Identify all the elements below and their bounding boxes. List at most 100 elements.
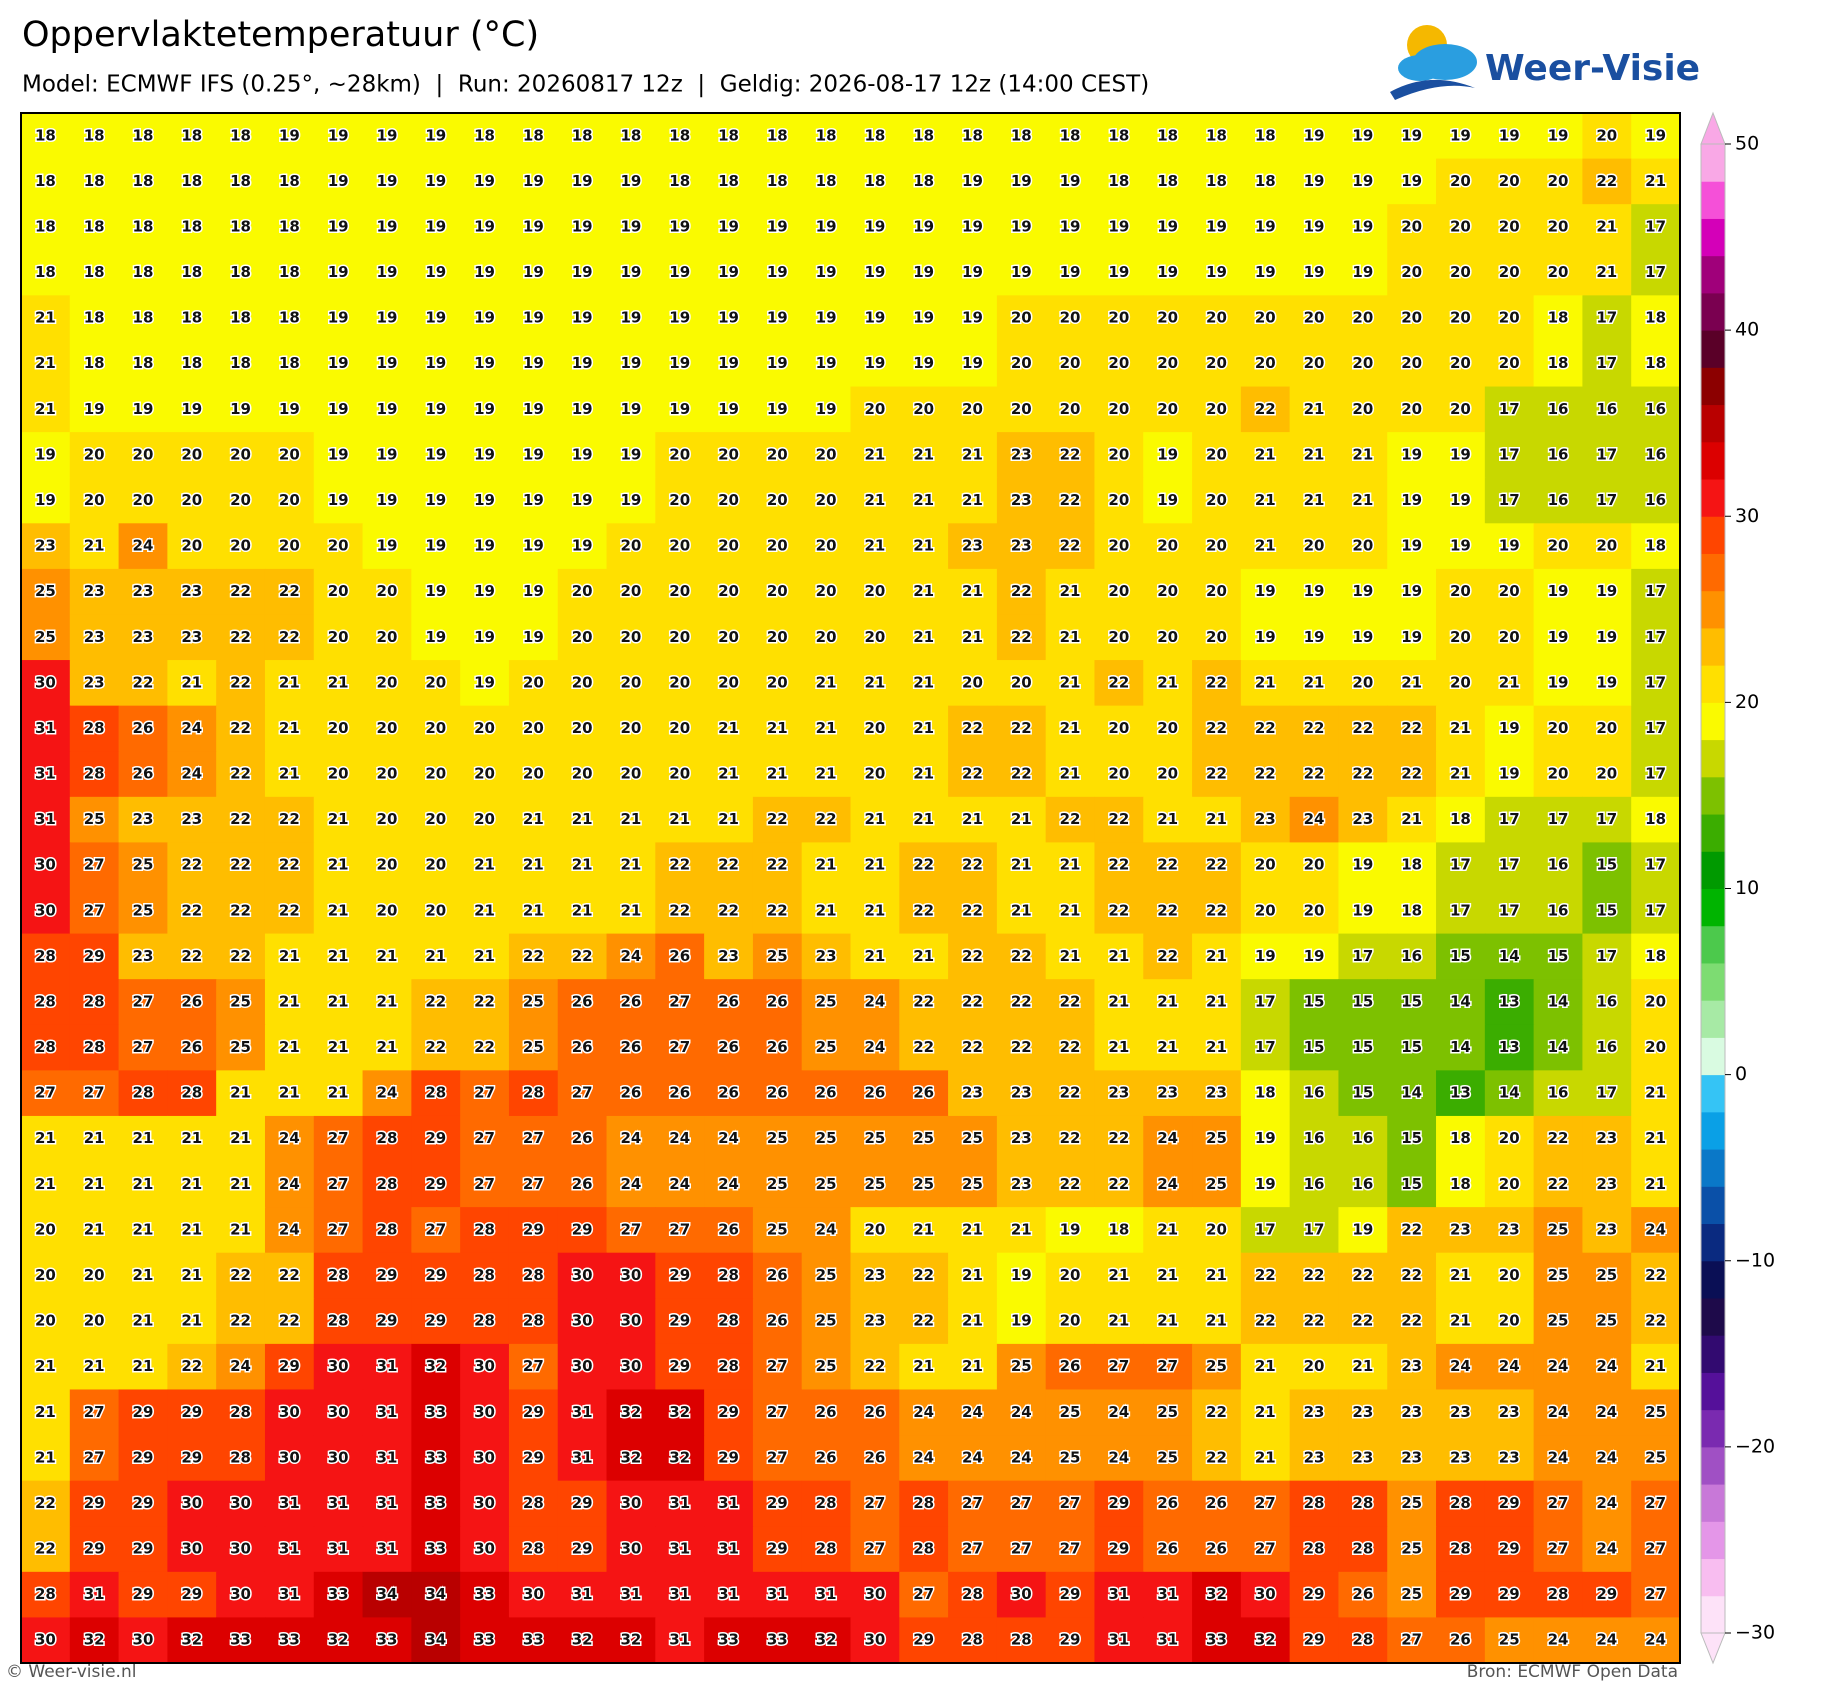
temperature-cell	[801, 1617, 852, 1664]
temperature-label: 25	[1401, 1540, 1422, 1558]
temperature-cell	[850, 432, 900, 479]
temperature-cell	[313, 1024, 364, 1071]
temperature-cell	[850, 249, 900, 296]
temperature-cell	[1582, 705, 1632, 752]
temperature-label: 21	[816, 673, 837, 691]
colorbar-segment	[1701, 888, 1725, 927]
temperature-cell	[1484, 568, 1535, 616]
temperature-label: 19	[425, 354, 446, 372]
temperature-label: 19	[328, 217, 349, 235]
temperature-label: 25	[35, 582, 56, 600]
temperature-label: 19	[1304, 172, 1325, 190]
temperature-label: 22	[230, 628, 251, 646]
temperature-label: 20	[669, 445, 690, 463]
temperature-cell	[1533, 249, 1584, 296]
temperature-label: 15	[1401, 992, 1422, 1010]
temperature-cell	[216, 796, 266, 844]
temperature-cell	[655, 295, 705, 342]
temperature-cell	[655, 796, 705, 844]
temperature-label: 19	[377, 491, 398, 509]
temperature-cell	[752, 1161, 803, 1208]
temperature-cell	[1631, 1207, 1681, 1254]
temperature-cell	[508, 1435, 559, 1482]
temperature-cell	[1484, 888, 1535, 935]
temperature-label: 30	[620, 1312, 641, 1330]
temperature-label: 19	[1011, 217, 1032, 235]
temperature-cell	[411, 979, 461, 1026]
temperature-label: 20	[1450, 309, 1471, 327]
temperature-label: 22	[1206, 765, 1227, 783]
temperature-cell	[1582, 751, 1632, 798]
temperature-label: 20	[816, 445, 837, 463]
temperature-label: 33	[523, 1631, 544, 1649]
temperature-cell	[216, 1252, 266, 1299]
temperature-label: 28	[328, 1312, 349, 1330]
temperature-cell	[655, 842, 705, 889]
temperature-cell	[21, 1252, 71, 1299]
temperature-cell	[1289, 705, 1340, 752]
temperature-cell	[557, 660, 608, 707]
temperature-cell	[899, 568, 949, 616]
temperature-label: 20	[1450, 628, 1471, 646]
temperature-label: 27	[1157, 1357, 1178, 1375]
temperature-label: 20	[1499, 1175, 1520, 1193]
temperature-cell	[801, 568, 852, 616]
temperature-cell	[850, 1024, 900, 1071]
temperature-label: 16	[1645, 400, 1666, 418]
temperature-label: 23	[1108, 1084, 1129, 1102]
temperature-label: 21	[230, 1129, 251, 1147]
temperature-cell	[1436, 1252, 1486, 1299]
temperature-label: 19	[523, 400, 544, 418]
temperature-cell	[1436, 1571, 1486, 1619]
temperature-cell	[313, 1161, 364, 1208]
temperature-cell	[1289, 979, 1340, 1026]
temperature-label: 18	[572, 126, 593, 144]
temperature-cell	[118, 204, 168, 251]
temperature-cell	[313, 1070, 364, 1117]
temperature-label: 25	[1060, 1448, 1081, 1466]
temperature-label: 22	[1596, 172, 1617, 190]
temperature-label: 20	[1499, 628, 1520, 646]
temperature-label: 21	[1499, 673, 1520, 691]
temperature-cell	[508, 523, 559, 570]
temperature-label: 26	[572, 992, 593, 1010]
temperature-cell	[216, 432, 266, 479]
temperature-cell	[1387, 340, 1437, 388]
temperature-cell	[1533, 204, 1584, 251]
temperature-label: 14	[1401, 1084, 1422, 1102]
temperature-cell	[1631, 1343, 1681, 1391]
temperature-cell	[899, 158, 949, 205]
temperature-cell	[508, 614, 559, 661]
temperature-label: 20	[377, 582, 398, 600]
temperature-cell	[21, 113, 71, 160]
temperature-label: 18	[718, 126, 739, 144]
temperature-label: 19	[572, 354, 593, 372]
temperature-label: 20	[572, 628, 593, 646]
temperature-cell	[1631, 1024, 1681, 1071]
temperature-label: 21	[84, 1129, 105, 1147]
temperature-label: 22	[718, 856, 739, 874]
temperature-label: 18	[35, 172, 56, 190]
temperature-label: 19	[1401, 582, 1422, 600]
temperature-label: 26	[767, 1038, 788, 1056]
temperature-cell	[460, 1207, 510, 1254]
temperature-label: 20	[1499, 354, 1520, 372]
temperature-label: 25	[913, 1129, 934, 1147]
temperature-cell	[606, 1526, 656, 1573]
temperature-label: 24	[181, 719, 202, 737]
temperature-label: 32	[328, 1631, 349, 1649]
temperature-label: 18	[181, 126, 202, 144]
temperature-cell	[1143, 1298, 1193, 1345]
temperature-cell	[996, 523, 1047, 570]
temperature-cell	[557, 888, 608, 935]
temperature-cell	[1045, 1298, 1096, 1345]
temperature-label: 21	[718, 810, 739, 828]
temperature-cell	[460, 614, 510, 661]
temperature-label: 23	[1011, 1175, 1032, 1193]
temperature-label: 22	[1060, 810, 1081, 828]
temperature-label: 20	[962, 673, 983, 691]
temperature-cell	[752, 158, 803, 205]
temperature-label: 25	[864, 1129, 885, 1147]
temperature-label: 26	[767, 1312, 788, 1330]
temperature-cell	[899, 1115, 949, 1163]
